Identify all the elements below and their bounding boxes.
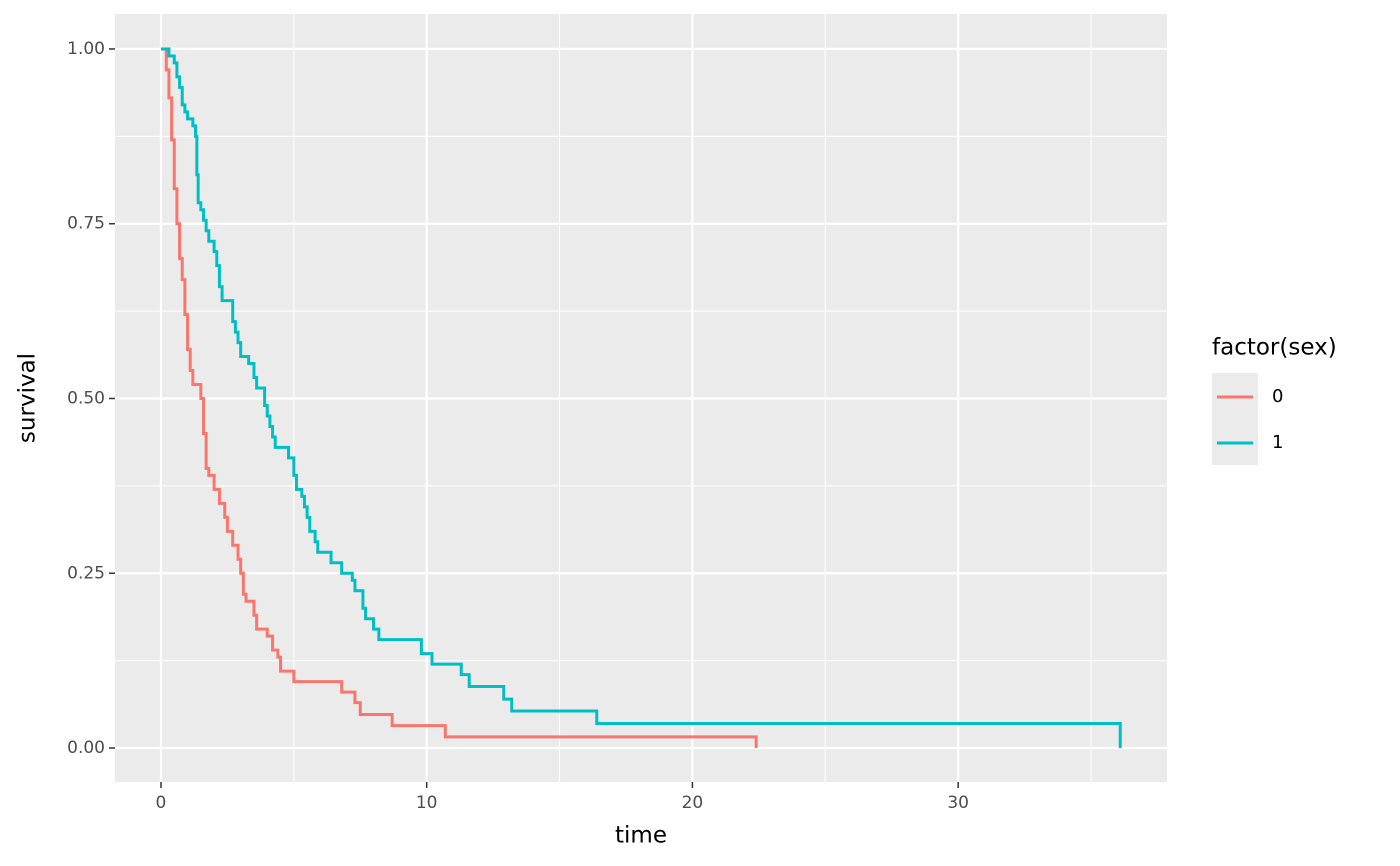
y-tick-label: 0.50 [67,388,105,408]
y-tick-label: 0.75 [67,214,105,234]
legend-label: 1 [1272,432,1283,453]
y-tick-label: 0.25 [67,563,105,583]
x-tick-label: 10 [416,793,438,813]
x-tick-label: 20 [682,793,704,813]
x-tick-label: 30 [947,793,969,813]
legend-key-background [1212,373,1258,465]
y-axis-title: survival [15,353,41,443]
x-axis-title: time [615,823,667,849]
x-tick-label: 0 [156,793,167,813]
y-tick-label: 0.00 [67,738,105,758]
survival-curve [160,47,758,749]
y-tick-label: 1.00 [67,39,105,59]
legend-label: 0 [1272,386,1283,407]
legend-title: factor(sex) [1212,335,1337,361]
survival-curve [160,47,1122,749]
